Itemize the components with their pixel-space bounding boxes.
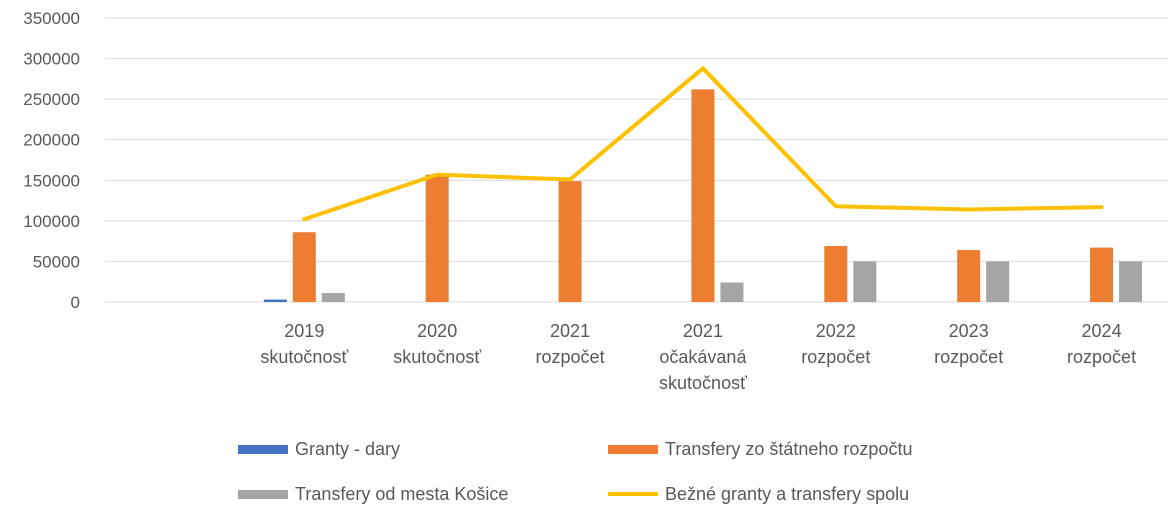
x-tick-label: 2021 očakávaná skutočnosť [659,321,747,393]
bars [263,89,1143,302]
x-tick-line: 2019 [284,321,324,341]
legend-item: Transfery od mesta Košice [238,484,508,504]
x-tick-line: rozpočet [1067,347,1136,367]
x-tick-line: skutočnosť [260,347,348,367]
x-tick-line: skutočnosť [659,373,747,393]
bar [957,250,981,302]
y-tick-label: 100000 [23,212,80,231]
y-tick-label: 50000 [33,252,80,271]
x-tick-line: rozpočet [536,347,605,367]
x-tick-line: skutočnosť [393,347,481,367]
legend-item: Transfery zo štátneho rozpočtu [608,439,912,459]
legend-item: Granty - dary [238,439,400,459]
y-tick-label: 350000 [23,9,80,28]
x-tick-line: 2024 [1082,321,1122,341]
total-line [302,66,1104,222]
legend-label: Transfery od mesta Košice [295,484,508,504]
bar [425,174,449,302]
x-tick-line: 2022 [816,321,856,341]
bar [263,299,287,302]
y-axis-ticks: 350000 300000 250000 200000 150000 100000 5000… [23,9,80,312]
x-tick-line: rozpočet [934,347,1003,367]
x-tick-line: 2023 [949,321,989,341]
legend-label: Bežné granty a transfery spolu [665,484,909,504]
y-tick-label: 300000 [23,50,80,69]
x-tick-label: 2021 rozpočet [536,321,605,367]
bar [292,232,316,302]
bar [720,282,744,302]
bar [986,261,1010,302]
y-tick-label: 150000 [23,171,80,190]
x-tick-line: rozpočet [801,347,870,367]
bar [558,181,582,302]
x-tick-label: 2023 rozpočet [934,321,1003,367]
legend-swatch [238,490,288,499]
x-tick-line: 2021 [550,321,590,341]
x-tick-label: 2022 rozpočet [801,321,870,367]
bar [1119,261,1143,302]
x-tick-label: 2024 rozpočet [1067,321,1136,367]
x-tick-line: 2021 [683,321,723,341]
bar [321,293,345,302]
legend: Granty - dary Transfery zo štátneho rozpo… [238,439,912,504]
x-axis-ticks: 2019 skutočnosť 2020 skutočnosť 2021 rozpočet… [260,321,1136,393]
x-tick-line: očakávaná [659,347,747,367]
x-tick-label: 2020 skutočnosť [393,321,481,367]
legend-swatch [238,445,288,454]
y-tick-label: 0 [71,293,80,312]
gridlines [105,17,1168,303]
y-tick-label: 200000 [23,131,80,150]
series-line [302,66,1104,222]
bar [853,261,877,302]
bar [824,246,848,302]
legend-item: Bežné granty a transfery spolu [608,484,909,504]
bar [691,89,715,302]
legend-label: Transfery zo štátneho rozpočtu [665,439,912,459]
legend-label: Granty - dary [295,439,400,459]
x-tick-label: 2019 skutočnosť [260,321,348,367]
x-tick-line: 2020 [417,321,457,341]
y-tick-label: 250000 [23,90,80,109]
bar [1090,247,1114,302]
legend-swatch [608,445,658,454]
